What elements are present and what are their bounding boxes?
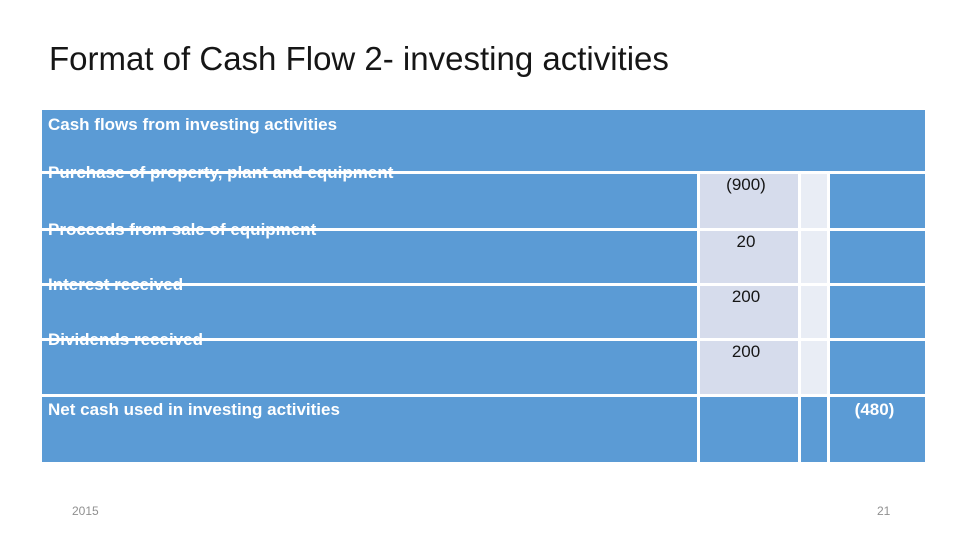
row-value: 200 [700, 286, 798, 338]
empty-cell [830, 286, 925, 338]
footer-year: 2015 [72, 504, 99, 518]
empty-cell [830, 231, 925, 283]
row-label: Proceeds from sale of equipment [48, 220, 317, 239]
row-label: Interest received [48, 275, 184, 294]
slide-title: Format of Cash Flow 2- investing activit… [49, 40, 669, 77]
empty-cell [801, 397, 827, 462]
spacer-cell [801, 174, 827, 228]
cash-flow-table: Cash flows from investing activities Pur… [42, 110, 925, 462]
row-value: 20 [700, 231, 798, 283]
spacer-cell [801, 341, 827, 394]
table-row: Purchase of property, plant and equipmen… [42, 164, 697, 228]
row-label: Dividends received [48, 330, 203, 349]
row-label: Purchase of property, plant and equipmen… [48, 163, 394, 182]
net-cash-row-value: (480) [830, 397, 925, 462]
table-header-row: Cash flows from investing activities [42, 110, 925, 171]
footer-page-number: 21 [877, 504, 891, 518]
table-row: Interest received [42, 276, 697, 338]
spacer-cell [801, 231, 827, 283]
empty-cell [830, 174, 925, 228]
net-cash-row-label: Net cash used in investing activities [42, 397, 697, 462]
row-value: 200 [700, 341, 798, 394]
empty-cell [700, 397, 798, 462]
table-row: Proceeds from sale of equipment [42, 221, 697, 283]
spacer-cell [801, 286, 827, 338]
empty-cell [830, 341, 925, 394]
row-value: (900) [700, 174, 798, 228]
table-row: Dividends received [42, 331, 697, 394]
